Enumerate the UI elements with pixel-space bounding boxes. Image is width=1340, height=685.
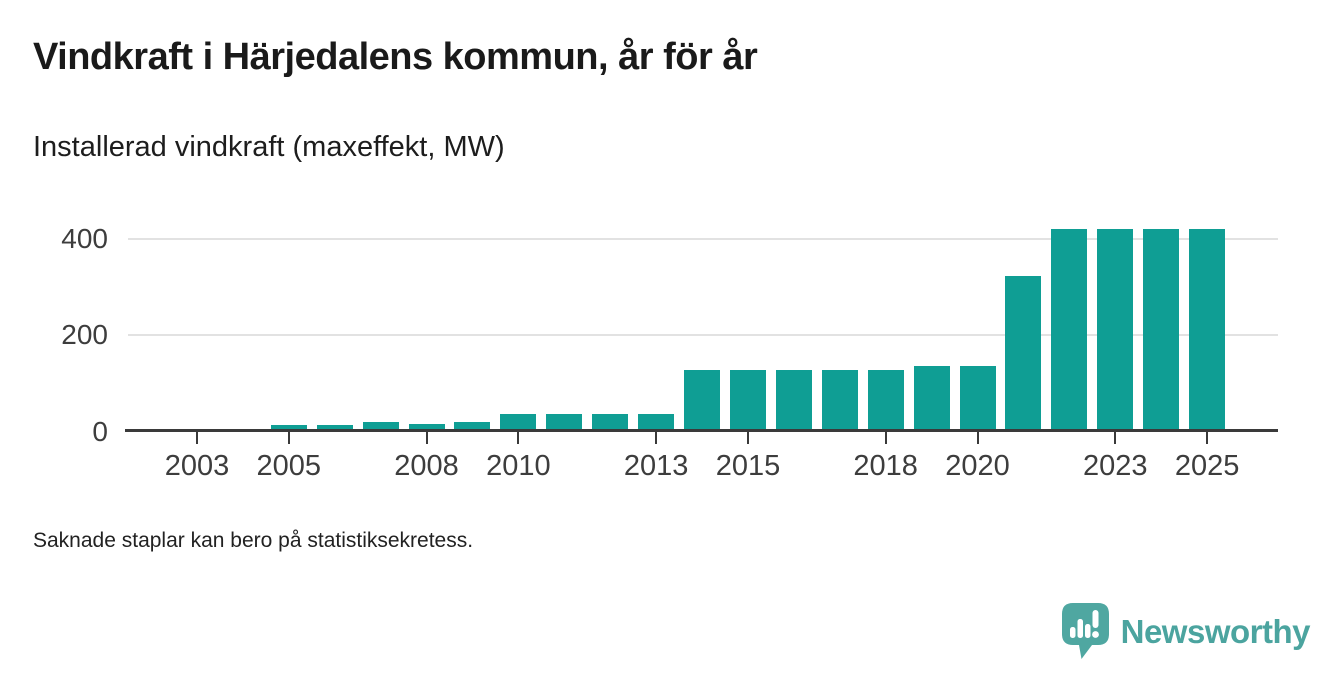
x-tick-label-2010: 2010 bbox=[486, 450, 551, 482]
y-tick-label-400: 400 bbox=[61, 223, 108, 254]
x-tick-2013 bbox=[655, 432, 658, 444]
bar-2015 bbox=[729, 370, 766, 432]
x-tick-2008 bbox=[425, 432, 428, 444]
bar-2018 bbox=[867, 370, 904, 432]
bar-2013 bbox=[638, 413, 675, 432]
x-tick-2010 bbox=[517, 432, 520, 444]
x-tick-label-2005: 2005 bbox=[256, 450, 322, 482]
bar-2019 bbox=[913, 366, 950, 432]
bar-2016 bbox=[775, 370, 812, 432]
bar-2017 bbox=[821, 370, 858, 432]
x-tick-label-2015: 2015 bbox=[715, 450, 781, 482]
x-axis-line bbox=[125, 429, 1278, 432]
bar-2014 bbox=[684, 370, 721, 432]
chart-footnote: Saknade staplar kan bero på statistiksek… bbox=[33, 529, 474, 552]
chart-subtitle: Installerad vindkraft (maxeffekt, MW) bbox=[33, 131, 505, 163]
x-tick-2023 bbox=[1114, 432, 1117, 444]
y-tick-label-0: 0 bbox=[92, 415, 108, 447]
x-tick-label-2008: 2008 bbox=[394, 450, 459, 482]
x-tick-label-2018: 2018 bbox=[853, 450, 918, 482]
x-tick-2003 bbox=[196, 432, 198, 444]
bar-2025 bbox=[1189, 228, 1226, 432]
x-tick-2020 bbox=[976, 432, 979, 444]
bar-2024 bbox=[1143, 228, 1180, 432]
x-tick-2018 bbox=[884, 432, 887, 444]
bar-2022 bbox=[1051, 228, 1088, 432]
y-tick-label-200: 200 bbox=[61, 319, 108, 351]
bar-2011 bbox=[546, 414, 583, 432]
newsworthy-wordmark: Newsworthy bbox=[1120, 612, 1311, 650]
gridline-200 bbox=[128, 334, 1278, 337]
x-tick-label-2020: 2020 bbox=[945, 450, 1010, 482]
x-tick-2015 bbox=[746, 432, 749, 444]
bar-2007 bbox=[362, 422, 399, 432]
newsworthy-logo: Newsworthy bbox=[1061, 603, 1311, 660]
x-tick-2025 bbox=[1206, 432, 1209, 444]
x-tick-label-2013: 2013 bbox=[623, 450, 689, 482]
bar-2010 bbox=[500, 414, 537, 432]
x-tick-label-2025: 2025 bbox=[1174, 450, 1240, 482]
bar-2020 bbox=[959, 366, 996, 432]
x-tick-2005 bbox=[287, 432, 290, 444]
gridline-400 bbox=[128, 238, 1278, 240]
speech-bubble-bar-chart-icon bbox=[1061, 603, 1109, 659]
bar-2021 bbox=[1005, 275, 1042, 432]
bar-2006 bbox=[316, 425, 353, 432]
x-tick-label-2023: 2023 bbox=[1082, 450, 1148, 482]
bar-2005 bbox=[270, 424, 307, 432]
x-tick-label-2003: 2003 bbox=[164, 450, 230, 482]
bar-2023 bbox=[1097, 228, 1134, 432]
bar-2009 bbox=[454, 421, 491, 432]
bar-2012 bbox=[592, 413, 629, 432]
bar-2008 bbox=[408, 423, 445, 432]
chart-title: Vindkraft i Härjedalens kommun, år för å… bbox=[33, 36, 758, 78]
